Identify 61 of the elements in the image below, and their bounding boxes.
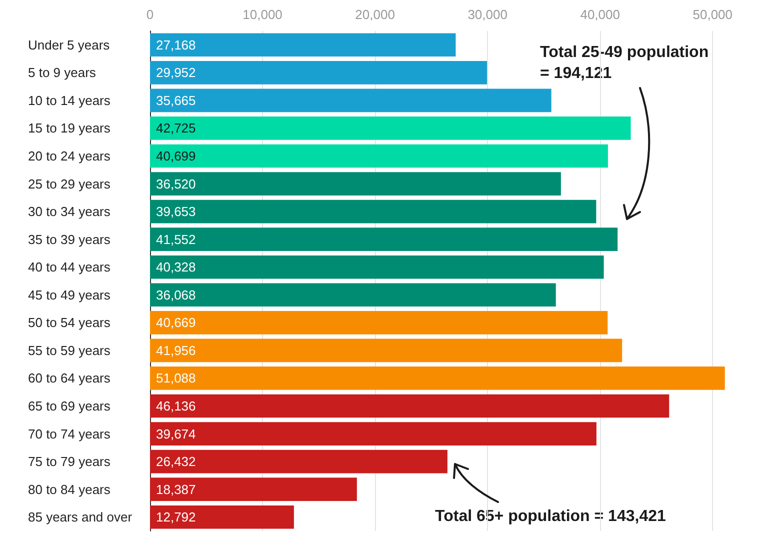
data-label: 41,956 (156, 342, 196, 358)
y-tick-label: 15 to 19 years (28, 120, 111, 136)
bar (150, 61, 488, 84)
bar (150, 200, 596, 224)
y-tick-label: 65 to 69 years (28, 398, 111, 414)
data-label: 42,725 (156, 120, 196, 136)
bar (150, 338, 622, 362)
data-label: 12,792 (156, 510, 196, 525)
x-tick-label: 50,000 (692, 7, 733, 22)
bar (150, 394, 670, 418)
y-tick-label: 60 to 64 years (28, 370, 111, 386)
bar (150, 88, 552, 112)
bar (150, 311, 608, 334)
data-label: 39,653 (156, 204, 196, 220)
y-tick-label: 20 to 24 years (28, 148, 111, 164)
bar (150, 478, 357, 501)
y-tick-label: Under 5 years (28, 37, 110, 52)
y-tick-label: 5 to 9 years (28, 65, 96, 80)
data-label: 18,387 (156, 482, 196, 497)
x-tick-label: 40,000 (580, 7, 620, 22)
x-tick-label: 0 (146, 7, 154, 22)
data-label: 36,068 (156, 287, 196, 302)
data-label: 41,552 (156, 232, 196, 247)
bar (150, 505, 294, 529)
data-label: 35,665 (156, 92, 196, 108)
data-label: 36,520 (156, 176, 196, 192)
bar (150, 283, 556, 307)
bar (150, 366, 725, 390)
y-tick-label: 40 to 44 years (28, 260, 111, 275)
x-tick-label: 20,000 (355, 7, 395, 22)
y-tick-label: 55 to 59 years (28, 342, 111, 358)
x-tick-label: 30,000 (468, 7, 508, 22)
bar (150, 228, 618, 251)
data-label: 46,136 (156, 398, 196, 414)
y-tick-label: 10 to 14 years (28, 92, 111, 108)
bar (150, 33, 456, 57)
x-tick-label: 10,000 (242, 7, 282, 22)
y-tick-label: 45 to 49 years (28, 287, 111, 302)
data-label: 40,699 (156, 148, 196, 164)
data-label: 27,168 (156, 37, 196, 52)
y-tick-label: 30 to 34 years (28, 204, 111, 220)
y-tick-label: 85 years and over (28, 510, 133, 525)
y-tick-label: 50 to 54 years (28, 315, 111, 330)
bar (150, 450, 448, 474)
y-tick-label: 70 to 74 years (28, 426, 111, 442)
data-label: 39,674 (156, 426, 196, 442)
annotation: Total 25-49 population = 194,121 (540, 44, 709, 82)
data-label: 40,328 (156, 260, 196, 275)
data-label: 40,669 (156, 315, 196, 330)
bar (150, 172, 561, 196)
y-tick-label: 75 to 79 years (28, 454, 111, 470)
bar (150, 144, 608, 168)
y-tick-label: 35 to 39 years (28, 232, 111, 247)
bar (150, 116, 631, 140)
data-label: 26,432 (156, 454, 196, 470)
bar (150, 422, 596, 446)
data-label: 29,952 (156, 65, 196, 80)
y-tick-label: 25 to 29 years (28, 176, 111, 192)
y-tick-label: 80 to 84 years (28, 482, 111, 497)
bar (150, 255, 604, 279)
data-label: 51,088 (156, 370, 196, 386)
